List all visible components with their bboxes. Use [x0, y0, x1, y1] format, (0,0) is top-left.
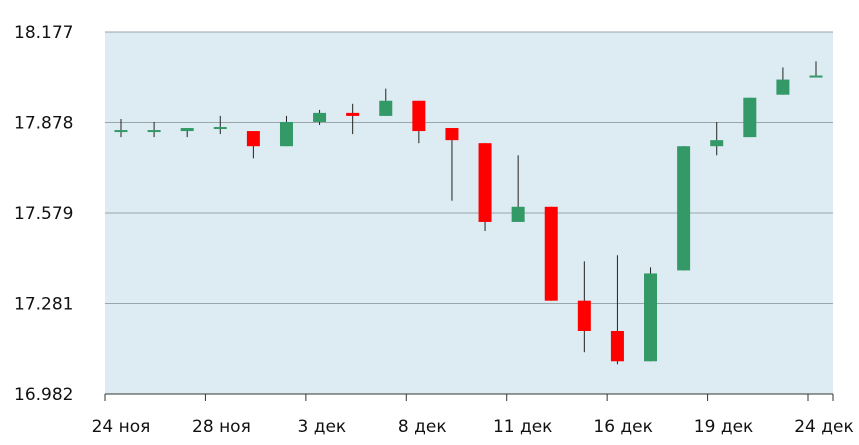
candle: [544, 206, 558, 301]
candle-body-up: [180, 128, 194, 132]
candle: [412, 100, 426, 144]
candle: [147, 121, 161, 138]
candle: [809, 61, 823, 78]
candle-body-up: [313, 112, 327, 122]
candle: [246, 131, 260, 159]
candle: [114, 118, 128, 138]
candle: [677, 146, 691, 271]
candle: [776, 67, 790, 95]
x-tick-label: 3 дек: [298, 417, 347, 437]
candle: [379, 88, 393, 116]
y-tick-label: 16.982: [14, 385, 73, 405]
candle: [445, 128, 459, 201]
candle-body-up: [644, 273, 658, 362]
y-tick-label: 18.177: [14, 23, 73, 43]
candle: [180, 128, 194, 138]
candle-body-down: [610, 330, 624, 362]
candle-body-up: [511, 206, 525, 222]
candle: [346, 103, 360, 135]
x-tick-label: 11 дек: [493, 417, 553, 437]
x-tick-label: 28 ноя: [192, 417, 251, 437]
x-tick-label: 8 дек: [398, 417, 447, 437]
candle: [644, 267, 658, 362]
candle-body-down: [577, 300, 591, 331]
candle-body-down: [544, 206, 558, 301]
candle: [478, 143, 492, 232]
y-tick-label: 17.579: [14, 204, 73, 224]
candle: [577, 261, 591, 353]
candle: [313, 109, 327, 125]
candle-body-up: [213, 127, 227, 130]
candle-body-down: [478, 143, 492, 222]
candle: [279, 115, 293, 147]
candle: [743, 97, 757, 138]
candle-body-down: [346, 112, 360, 116]
candle-body-down: [412, 100, 426, 132]
candle-body-up: [677, 146, 691, 271]
x-tick-label: 24 дек: [794, 417, 854, 437]
y-tick-label: 17.878: [14, 114, 73, 134]
candle: [610, 255, 624, 365]
x-tick-label: 16 дек: [593, 417, 653, 437]
candle-body-up: [379, 100, 393, 116]
candle-body-up: [743, 97, 757, 138]
candle-body-up: [710, 140, 724, 147]
candle: [213, 115, 227, 135]
candle-body-down: [445, 128, 459, 141]
x-tick-label: 19 дек: [694, 417, 754, 437]
candle-body-up: [776, 79, 790, 95]
candle-body-up: [279, 121, 293, 147]
candle-body-up: [147, 130, 161, 133]
candle: [511, 155, 525, 222]
candle-body-down: [246, 131, 260, 147]
candle: [710, 121, 724, 156]
candle-body-up: [809, 75, 823, 78]
candle-body-up: [114, 130, 128, 133]
x-tick-label: 24 ноя: [92, 417, 151, 437]
y-tick-label: 17.281: [14, 295, 73, 315]
